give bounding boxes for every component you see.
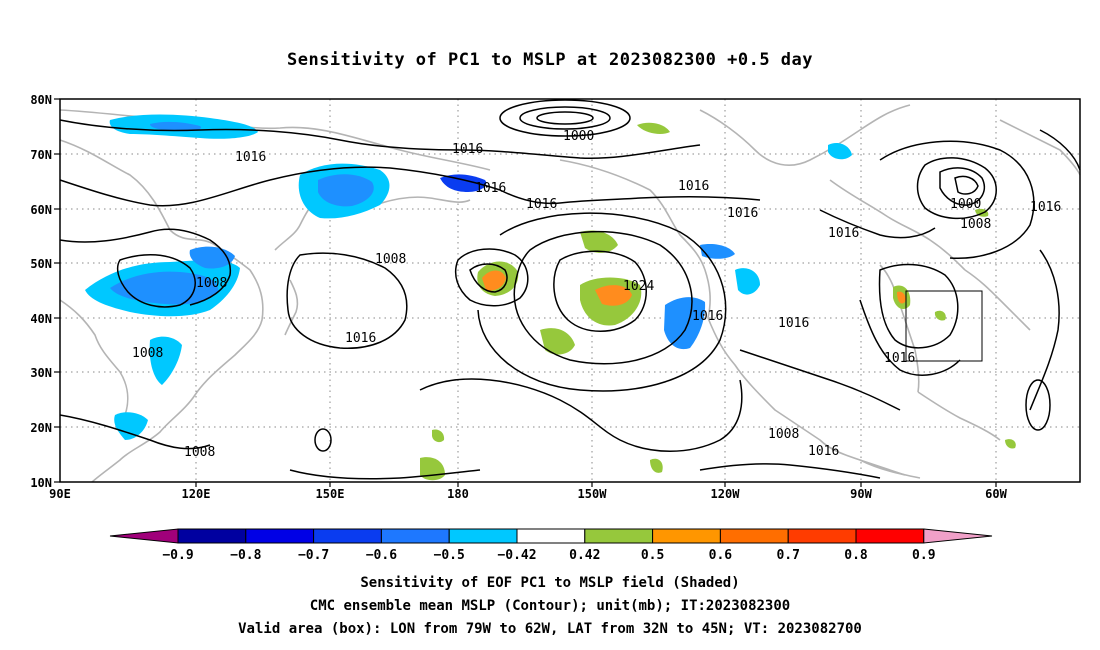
lon-tick-label: 90E [49, 487, 71, 501]
shade-caribbean-positive [1005, 439, 1016, 449]
caption-contour: CMC ensemble mean MSLP (Contour); unit(m… [309, 598, 791, 614]
map-border [59, 98, 1081, 483]
contour-label: 1016 [778, 316, 809, 331]
contour-label: 1008 [132, 346, 163, 361]
lat-tick-label: 70N [30, 148, 52, 162]
colorbar-left-arrow [109, 528, 179, 544]
colorbar-swatch [787, 528, 857, 544]
lat-tick-label: 60N [30, 203, 52, 217]
contour-label: 1008 [184, 445, 215, 460]
colorbar-swatch [177, 528, 247, 544]
colorbar-swatch [516, 528, 586, 544]
contour-label: 1016 [475, 181, 506, 196]
contour-label: 1016 [808, 444, 839, 459]
shade-kamchatka-core [318, 174, 374, 207]
lat-tick-label: 40N [30, 312, 52, 326]
colorbar-label: −0.5 [434, 548, 465, 563]
shade-subtropical-high-core [595, 285, 632, 306]
contour-label: 1016 [452, 142, 483, 157]
contour-label: 1016 [692, 309, 723, 324]
mslp-contours [59, 99, 1081, 480]
contour-label: 1016 [828, 226, 859, 241]
map-title: Sensitivity of PC1 to MSLP at 2023082300… [286, 50, 813, 70]
contour-label: 1016 [884, 351, 915, 366]
colorbar-swatch [855, 528, 925, 544]
shade-arctic-positive [637, 122, 670, 134]
colorbar-swatch [313, 528, 382, 544]
colorbar-label: 0.7 [776, 548, 799, 563]
lon-tick-label: 90W [850, 487, 872, 501]
colorbar-label: −0.8 [230, 548, 261, 563]
contour-label: 1016 [235, 150, 266, 165]
shade-south-china [114, 412, 148, 440]
colorbar-label: −0.7 [298, 548, 329, 563]
contour-label: 1016 [345, 331, 376, 346]
lat-tick-label: 80N [30, 93, 52, 107]
colorbar-label: 0.8 [844, 548, 868, 563]
shade-bering [440, 174, 487, 192]
lat-tick-label: 30N [30, 366, 52, 380]
colorbar-label: 0.5 [641, 548, 664, 563]
lon-tick-label: 150W [578, 487, 608, 501]
colorbar-right-arrow [923, 528, 993, 544]
longitude-axis: 90E 120E 150E 180 150W 120W 90W 60W [49, 487, 1007, 501]
colorbar-label: 0.6 [709, 548, 733, 563]
caption-shading: Sensitivity of EOF PC1 to MSLP field (Sh… [360, 575, 740, 591]
shade-pacific-positive-1 [540, 328, 575, 355]
shade-rockies [735, 268, 760, 295]
shade-arctic-siberia-core [150, 121, 201, 132]
contour-label: 1016 [727, 206, 758, 221]
shade-tropical-pacific-2 [432, 429, 445, 443]
colorbar-label: 0.42 [569, 548, 600, 563]
contour-label: 1008 [196, 276, 227, 291]
colorbar-swatch [448, 528, 518, 544]
contour-label: 1024 [623, 279, 654, 294]
shade-hudson [828, 143, 852, 160]
shade-california [664, 297, 706, 350]
gridlines [60, 99, 1080, 482]
colorbar-label: −0.42 [497, 548, 536, 563]
contour-label: 1000 [563, 129, 594, 144]
colorbar-label: −0.9 [162, 548, 193, 563]
lon-ticks [195, 482, 997, 487]
shade-us-east-core [897, 291, 906, 304]
shade-aleutian-core [482, 270, 506, 291]
lon-tick-label: 150E [316, 487, 345, 501]
contour-label: 1016 [526, 197, 557, 212]
contour-label: 1000 [950, 197, 981, 212]
colorbar: −0.9 −0.8 −0.7 −0.6 −0.5 −0.42 0.42 0.5 … [109, 528, 993, 563]
shade-tropical-pacific-3 [650, 458, 663, 473]
colorbar-swatch [584, 528, 654, 544]
colorbar-swatch [245, 528, 315, 544]
colorbar-label: −0.6 [366, 548, 397, 563]
valid-area-box [905, 290, 983, 362]
contour-label: 1016 [1030, 200, 1061, 215]
colorbar-swatch [652, 528, 721, 544]
contour-label: 1016 [678, 179, 709, 194]
shade-gulf-alaska [580, 230, 618, 253]
contour-labels: 1000 1016 1016 1016 1016 1016 1016 1016 … [132, 129, 1061, 460]
lon-tick-label: 180 [447, 487, 469, 501]
shade-atlantic-positive [934, 310, 946, 321]
colorbar-swatch [380, 528, 450, 544]
colorbar-swatch [719, 528, 789, 544]
lon-tick-label: 120E [182, 487, 211, 501]
shade-east-china-sea [149, 336, 182, 385]
lon-tick-label: 120W [711, 487, 741, 501]
caption-valid-area: Valid area (box): LON from 79W to 62W, L… [238, 621, 862, 637]
lat-tick-label: 20N [30, 421, 52, 435]
contour-label: 1008 [768, 427, 799, 442]
lat-ticks [54, 98, 60, 483]
lat-tick-label: 50N [30, 257, 52, 271]
contour-label: 1008 [960, 217, 991, 232]
lat-tick-label: 10N [30, 476, 52, 490]
colorbar-label: 0.9 [912, 548, 935, 563]
lon-tick-label: 60W [985, 487, 1007, 501]
contour-label: 1008 [375, 252, 406, 267]
latitude-axis: 80N 70N 60N 50N 40N 30N 20N 10N [30, 93, 52, 490]
shade-pacific-nw [700, 244, 735, 259]
coastlines [59, 104, 1081, 483]
